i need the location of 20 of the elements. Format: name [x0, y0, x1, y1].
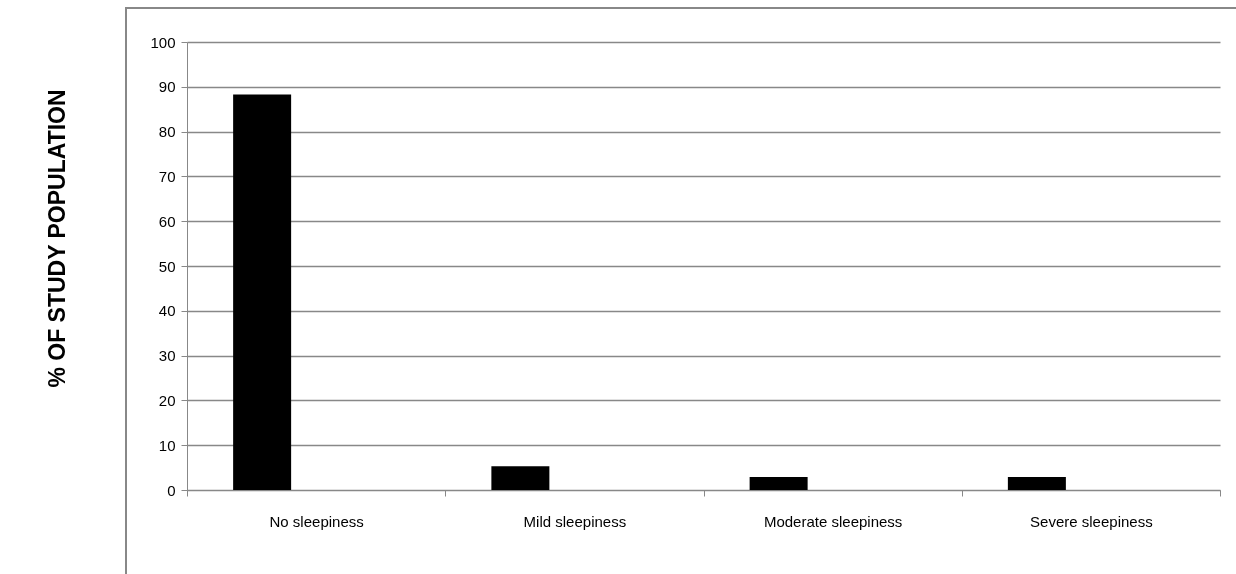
- y-tick-label: 50: [158, 257, 176, 275]
- x-tick-label: Moderate sleepiness: [763, 512, 903, 530]
- x-tick-label: Mild sleepiness: [523, 512, 627, 530]
- bar: [233, 94, 292, 490]
- x-tick-label: Severe sleepiness: [1030, 512, 1153, 530]
- y-tick-label: 80: [158, 123, 176, 141]
- x-tick-label: No sleepiness: [269, 512, 364, 530]
- y-tick-label: 60: [158, 212, 176, 230]
- y-tick-label: 100: [150, 33, 176, 51]
- bar: [749, 477, 808, 490]
- y-tick-label: 70: [158, 167, 176, 185]
- y-axis-title: % OF STUDY POPULATION: [43, 89, 70, 388]
- bar: [1007, 477, 1066, 490]
- bar: [491, 466, 550, 490]
- y-tick-label: 30: [158, 347, 176, 365]
- y-tick-label: 20: [158, 391, 176, 409]
- y-tick-label: 10: [158, 436, 176, 454]
- y-tick-label: 0: [167, 481, 176, 499]
- y-tick-label: 40: [158, 302, 176, 320]
- y-tick-label: 90: [158, 78, 176, 96]
